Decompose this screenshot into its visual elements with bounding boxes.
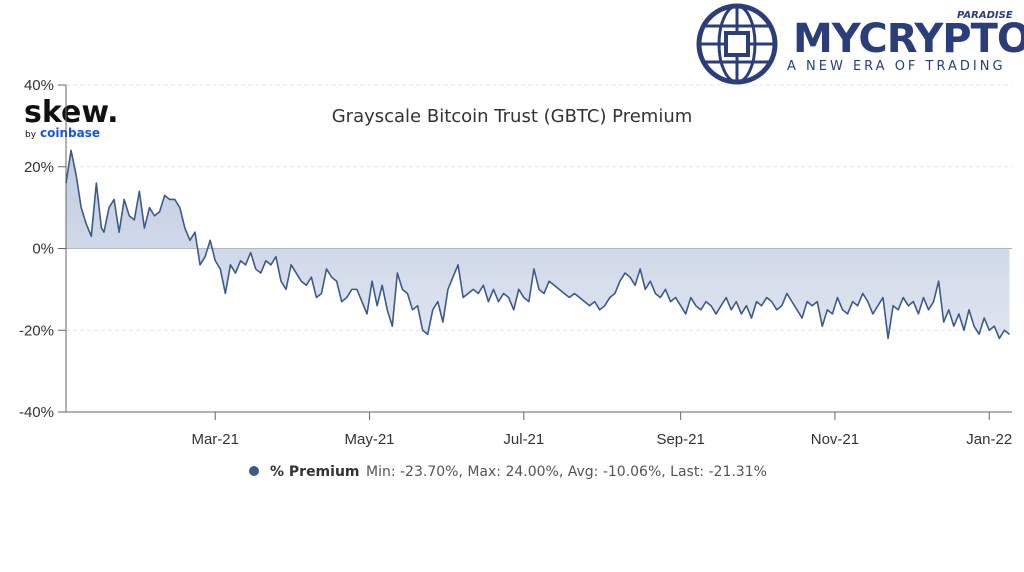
series-line-layer [65,149,1010,340]
premium-area [66,150,1010,339]
legend-marker [249,466,259,476]
premium-series-line[interactable] [65,149,1010,340]
mycrypto-logo: PARADISE MYCRYPTO A NEW ERA OF TRADING [696,3,1024,85]
y-axis-ticks: 40% 20% 0% -20% -40% [19,77,66,421]
legend-stats: Min: -23.70%, Max: 24.00%, Avg: -10.06%,… [366,464,767,480]
globe-chip-icon [696,3,778,85]
legend[interactable]: % Premium Min: -23.70%, Max: 24.00%, Avg… [249,464,767,480]
area-fill [66,150,1010,339]
skew-logo: skew. by coinbase [24,95,119,140]
paradise-text: PARADISE [957,10,1013,21]
x-tick-label: Mar-21 [191,431,239,448]
coinbase-text: coinbase [40,126,100,140]
x-tick-label: Jan-22 [966,431,1012,448]
x-tick-label: Jul-21 [503,431,544,448]
skew-by-text: by [25,130,37,140]
y-tick-label: 40% [24,77,54,94]
x-tick-label: Sep-21 [656,431,704,448]
y-tick-label: -40% [19,404,54,421]
chart-title: Grayscale Bitcoin Trust (GBTC) Premium [332,106,693,127]
skew-logo-text: skew. [24,95,119,130]
mycrypto-wordmark: MYCRYPTO [793,16,1024,62]
x-tick-label: Nov-21 [811,431,859,448]
mycrypto-tagline: A NEW ERA OF TRADING [787,59,1006,74]
x-axis-ticks: Mar-21 May-21 Jul-21 Sep-21 Nov-21 Jan-22 [191,412,1012,448]
legend-series-name: % Premium [270,464,360,480]
y-tick-label: 20% [24,159,54,176]
x-tick-label: May-21 [345,431,395,448]
y-tick-label: 0% [32,241,54,258]
y-tick-label: -20% [19,322,54,339]
